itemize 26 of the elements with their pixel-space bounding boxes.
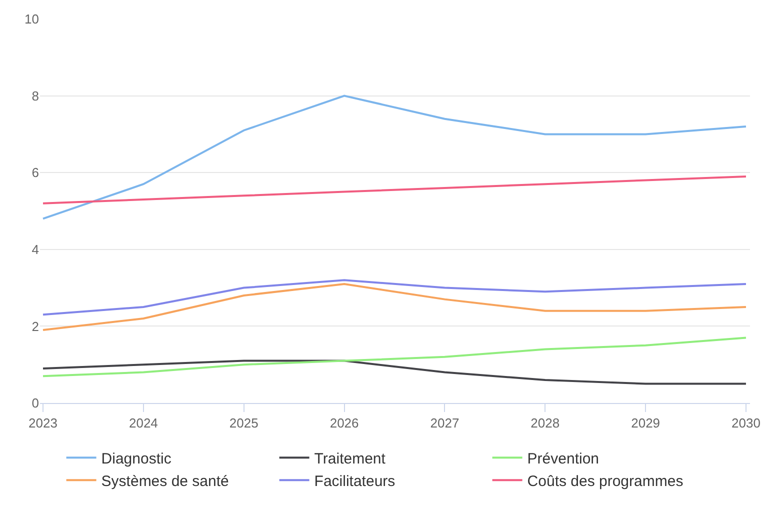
y-tick-label: 10 [24, 12, 39, 27]
legend-label: Diagnostic [101, 450, 172, 468]
x-tick-label: 2025 [229, 416, 258, 431]
x-tick-label: 2027 [430, 416, 460, 431]
line-series [42, 279, 747, 316]
legend-label: Facilitateurs [314, 473, 396, 490]
line-series [42, 175, 747, 204]
x-tick-label: 2030 [732, 416, 760, 431]
line-series [42, 336, 747, 378]
line-series [42, 94, 747, 220]
y-tick-label: 8 [32, 88, 39, 104]
line-series [42, 282, 747, 332]
y-tick-label: 6 [32, 165, 39, 180]
legend-label: Traitement [314, 450, 386, 468]
y-tick-label: 4 [32, 242, 39, 257]
y-tick-label: 2 [32, 318, 39, 334]
x-tick-label: 2026 [330, 416, 359, 431]
x-tick-label: 2029 [631, 416, 660, 431]
x-tick-label: 2023 [28, 416, 58, 431]
x-tick-label: 2024 [128, 416, 158, 431]
legend-label: Prévention [527, 450, 600, 468]
line-series [42, 360, 747, 385]
legend-label: Systèmes de santé [101, 473, 229, 490]
x-tick-label: 2028 [530, 416, 560, 431]
legend-label: Coûts des programmes [527, 473, 684, 490]
y-tick-label: 0 [32, 396, 39, 411]
